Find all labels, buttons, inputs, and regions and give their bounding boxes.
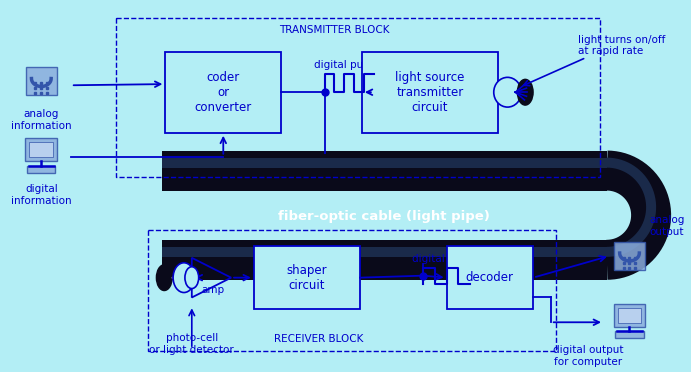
Bar [618,308,641,323]
Text: TRANSMITTER BLOCK: TRANSMITTER BLOCK [278,25,389,35]
Text: decoder: decoder [466,271,514,284]
Bar [29,142,53,157]
Ellipse shape [185,267,199,289]
Bar [614,304,645,327]
Text: digital pulses: digital pulses [412,254,482,264]
Bar [26,67,57,95]
Bar [116,18,600,176]
Text: digital
information: digital information [11,185,72,206]
Text: light source
transmitter
circuit: light source transmitter circuit [395,71,464,114]
Bar [615,331,643,339]
Ellipse shape [173,263,195,292]
Text: amp: amp [202,285,225,295]
Text: analog
information: analog information [11,109,72,131]
Text: digital output
for computer: digital output for computer [553,345,623,367]
Bar [148,230,556,351]
Bar [165,52,281,133]
Text: fiber-optic cable (light pipe): fiber-optic cable (light pipe) [278,210,489,223]
Text: coder
or
converter: coder or converter [195,71,252,114]
Bar [362,52,498,133]
Text: shaper
circuit: shaper circuit [287,264,327,292]
Bar [614,242,645,270]
Text: light turns on/off
at rapid rate: light turns on/off at rapid rate [578,35,665,56]
Bar [254,246,360,310]
Bar [26,138,57,161]
Ellipse shape [494,77,521,107]
Bar [446,246,533,310]
Ellipse shape [156,265,172,291]
Text: RECEIVER BLOCK: RECEIVER BLOCK [274,334,363,344]
Text: digital pulses: digital pulses [314,60,384,70]
Ellipse shape [518,79,533,105]
Bar [27,166,55,173]
Text: analog
output: analog output [649,215,685,237]
Text: photo-cell
or light detector: photo-cell or light detector [149,333,234,355]
